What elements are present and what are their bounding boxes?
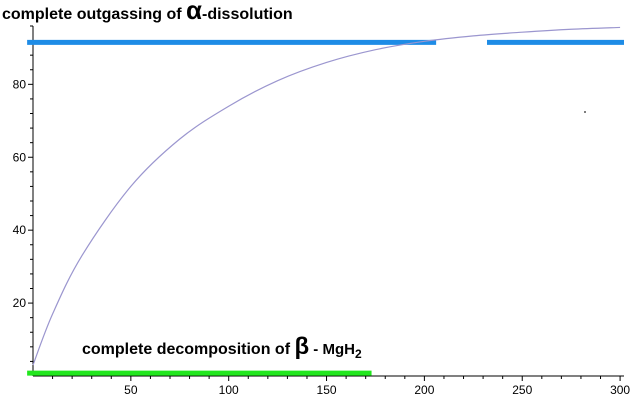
decomposition-annotation: complete decomposition of β - MgH2	[82, 333, 362, 361]
y-tick-label: 40	[13, 223, 27, 237]
reference-lines	[27, 39, 624, 376]
stray-mark	[584, 111, 586, 113]
decomposition-label: complete decomposition of	[82, 341, 294, 358]
subscript-2: 2	[355, 347, 362, 361]
outgassing-label: complete outgassing of	[2, 6, 186, 23]
x-tick-label: 250	[512, 383, 532, 397]
x-tick-label: 100	[219, 383, 239, 397]
alpha-symbol: α	[186, 0, 202, 25]
series-layer	[32, 26, 621, 366]
x-tick-label: 200	[414, 383, 434, 397]
x-tick-label: 300	[610, 383, 630, 397]
beta-symbol: β	[294, 333, 309, 360]
y-tick-label: 60	[13, 150, 27, 164]
y-tick-label: 80	[13, 77, 27, 91]
x-tick-label: 150	[317, 383, 337, 397]
series-line-1	[32, 26, 621, 366]
outgassing-suffix: -dissolution	[202, 6, 293, 23]
outgassing-annotation: complete outgassing of α-dissolution	[2, 0, 293, 25]
axes: 50 100 150 200 250 300 20 40 60 80	[13, 25, 630, 397]
mgh-label: - MgH	[309, 341, 355, 358]
y-tick-label: 20	[13, 296, 27, 310]
x-tick-label: 50	[124, 383, 138, 397]
